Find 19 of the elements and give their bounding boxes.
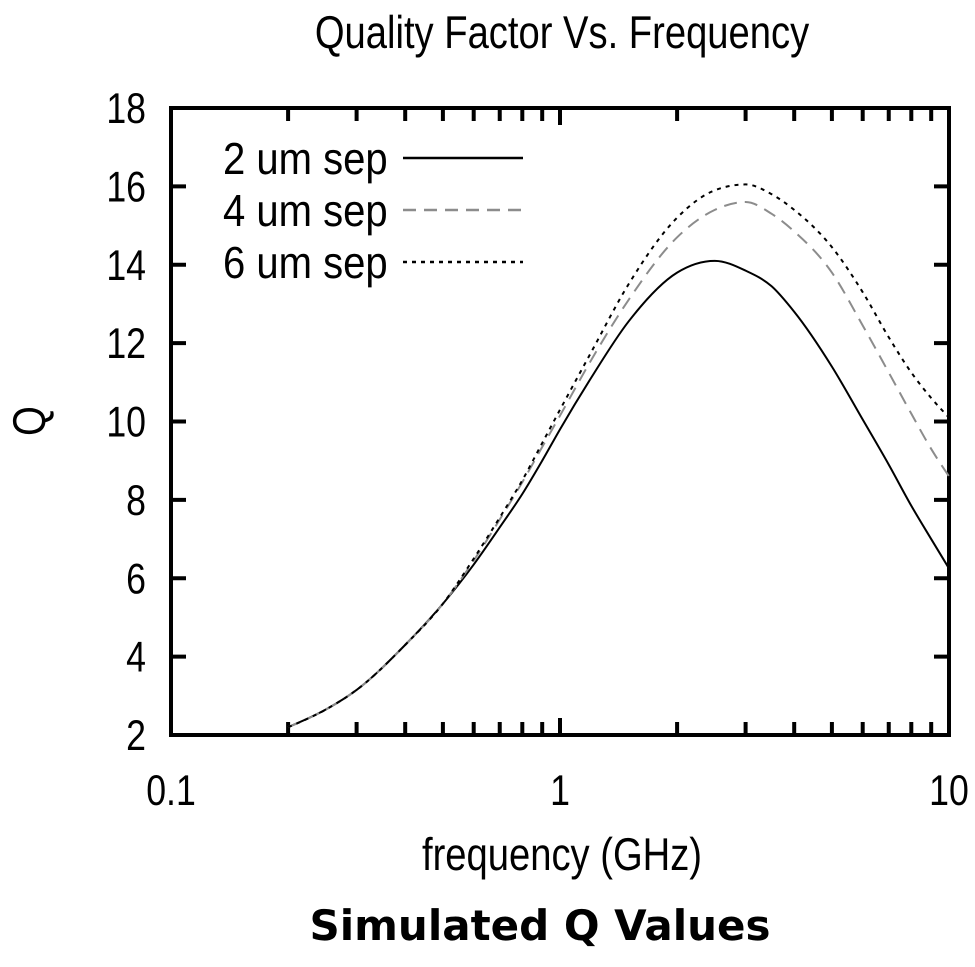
- y-tick-label: 16: [106, 163, 146, 212]
- legend-label: 6 um sep: [223, 238, 388, 289]
- x-tick-label: 0.1: [146, 766, 196, 815]
- y-tick-label: 2: [126, 712, 146, 760]
- x-tick-label: 10: [929, 766, 969, 815]
- x-axis-title: frequency (GHz): [422, 828, 702, 880]
- chart-title: Quality Factor Vs. Frequency: [314, 6, 810, 58]
- y-tick-label: 8: [126, 476, 146, 525]
- y-tick-label: 6: [126, 555, 146, 604]
- y-tick-label: 12: [106, 320, 146, 368]
- text: Simulated Q Values: [310, 901, 770, 950]
- legend-label: 4 um sep: [223, 186, 388, 237]
- y-tick-label: 18: [106, 84, 146, 133]
- legend-label: 2 um sep: [223, 134, 388, 185]
- y-tick-label: 10: [106, 398, 146, 446]
- y-tick-label: 14: [106, 242, 146, 290]
- y-axis-title: Q: [4, 406, 55, 436]
- x-tick-label: 1: [550, 766, 570, 815]
- y-tick-label: 4: [126, 634, 146, 682]
